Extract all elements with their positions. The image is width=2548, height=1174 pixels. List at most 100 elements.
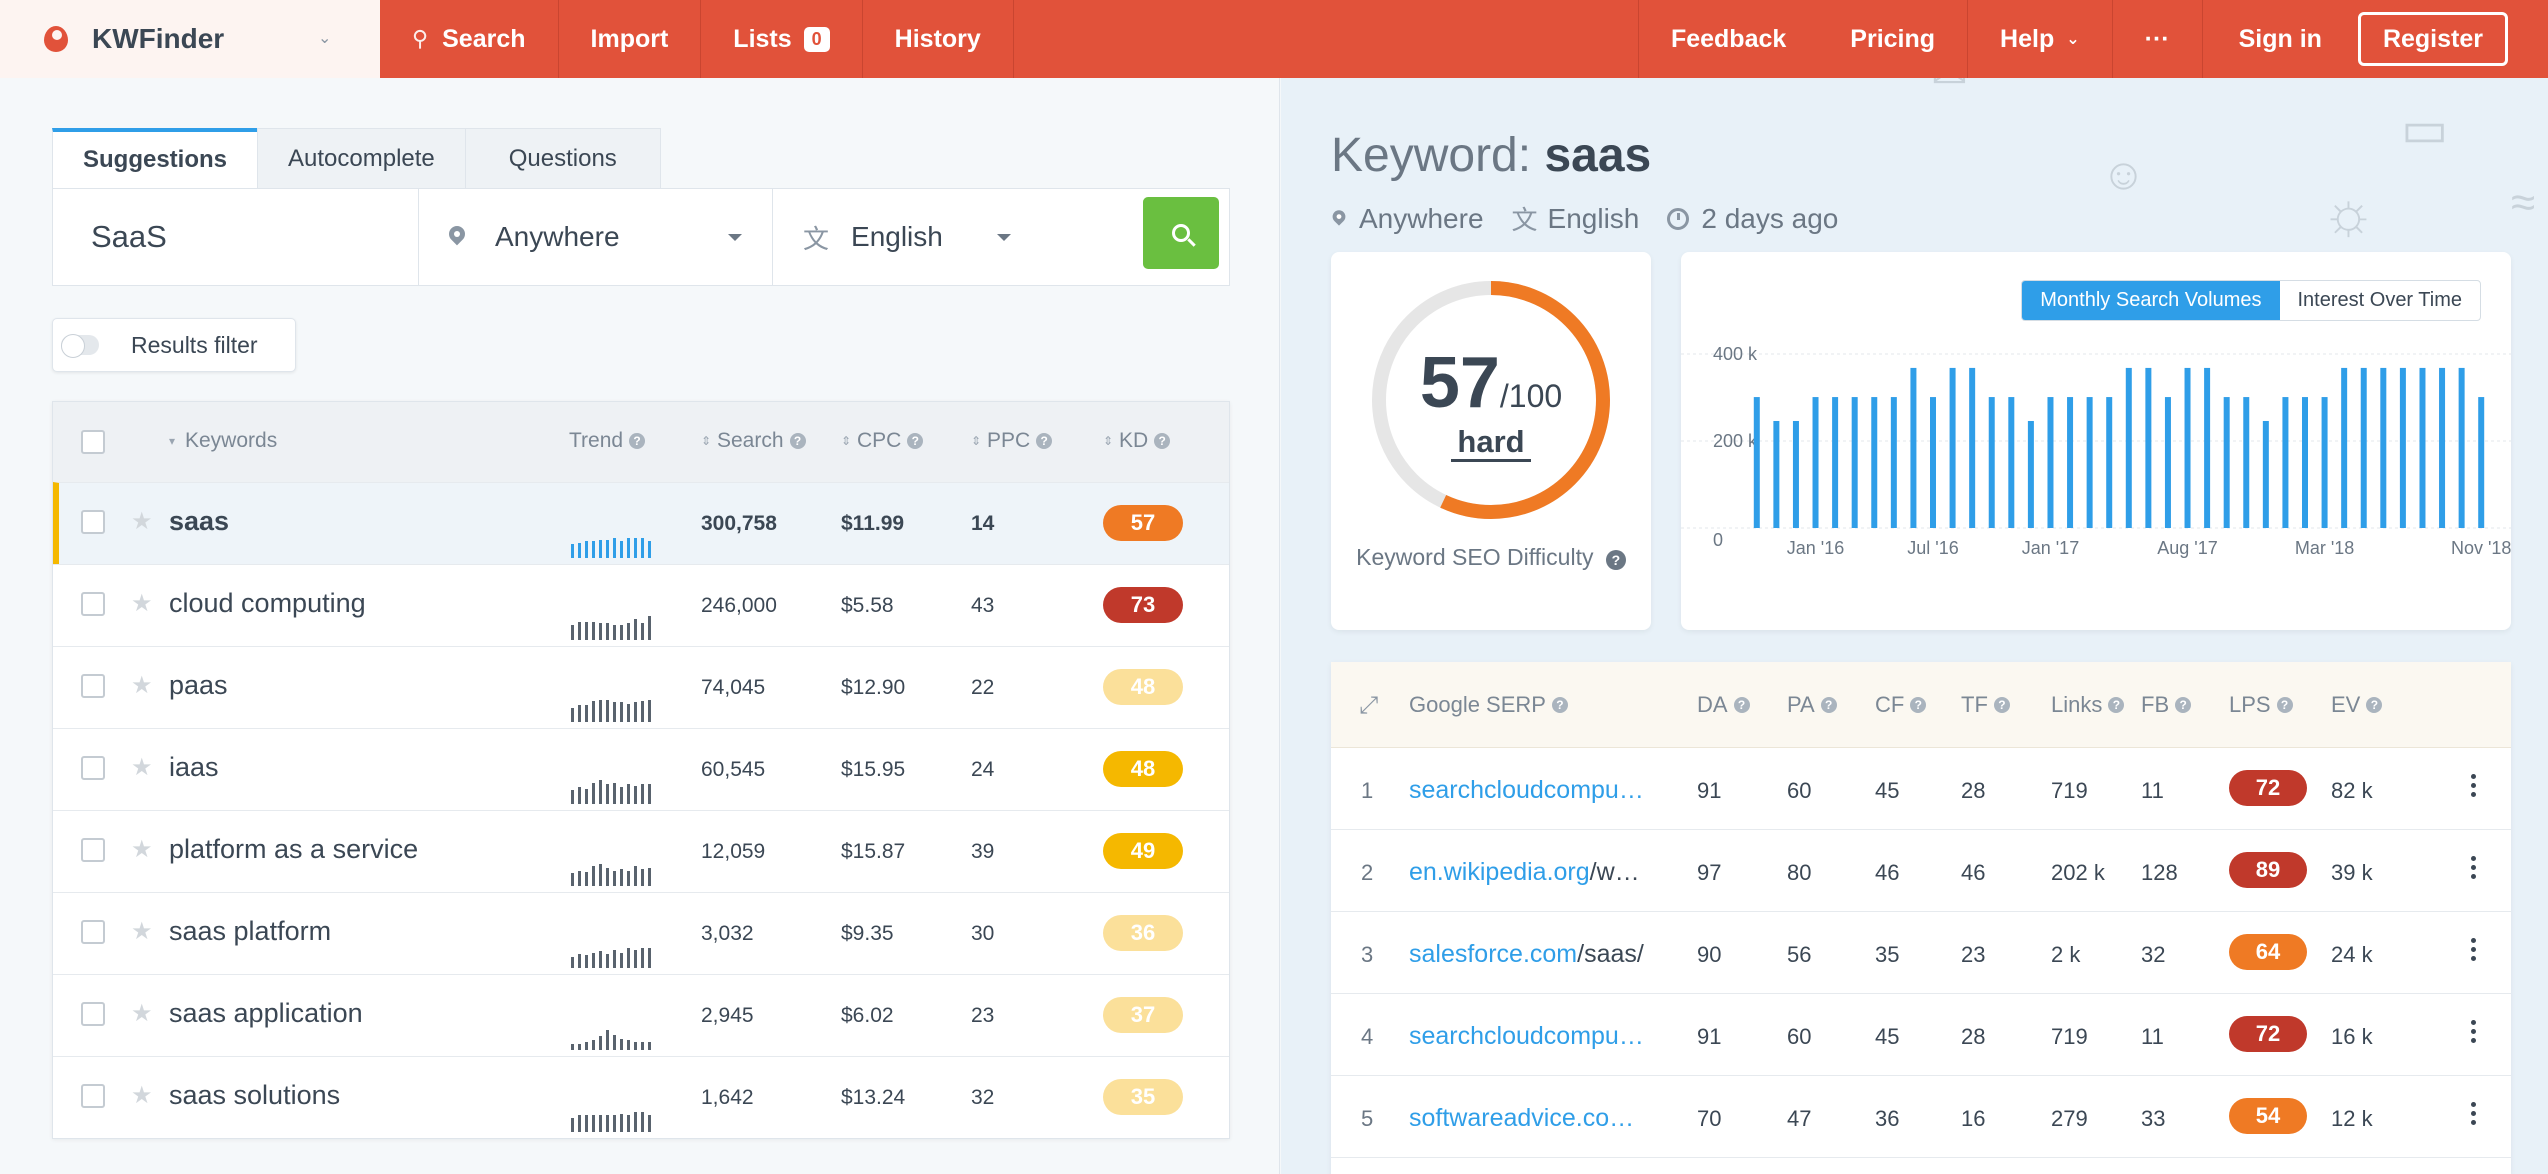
tab-questions[interactable]: Questions: [464, 128, 661, 188]
row-checkbox[interactable]: [81, 838, 105, 862]
table-row[interactable]: ★ paas 74,045 $12.90 22 48: [53, 646, 1229, 728]
col-fb[interactable]: FB?: [2141, 692, 2192, 718]
trend-bar: [578, 787, 581, 804]
serp-url-link[interactable]: en.wikipedia.org/w…: [1409, 858, 1665, 887]
help-icon[interactable]: ?: [1154, 433, 1171, 449]
expand-icon[interactable]: ⤢: [1359, 692, 1379, 719]
help-icon[interactable]: ?: [1910, 697, 1927, 713]
col-ppc[interactable]: ⇕ PPC?: [971, 429, 1053, 453]
help-icon[interactable]: ?: [1733, 697, 1750, 713]
row-checkbox[interactable]: [81, 756, 105, 780]
trend-bar: [613, 1034, 616, 1050]
table-row[interactable]: ★ platform as a service 12,059 $15.87 39 49: [53, 810, 1229, 892]
help-icon[interactable]: ?: [789, 433, 806, 449]
table-row[interactable]: ★ saas application 2,945 $6.02 23 37: [53, 974, 1229, 1056]
help-icon[interactable]: ?: [1993, 697, 2010, 713]
more-vertical-icon[interactable]: [2471, 938, 2477, 965]
star-icon[interactable]: ★: [131, 1082, 153, 1109]
serp-url-link[interactable]: searchcloudcompu…: [1409, 776, 1665, 805]
keyword-text[interactable]: cloud computing: [169, 588, 366, 618]
nav-history[interactable]: History: [863, 0, 1014, 78]
nav-help[interactable]: Help ⌄: [1968, 0, 2113, 78]
keyword-text[interactable]: platform as a service: [169, 834, 419, 864]
app-switcher[interactable]: KWFinder ⌄: [0, 0, 380, 78]
nav-more[interactable]: ···: [2113, 0, 2203, 78]
keyword-text[interactable]: saas solutions: [169, 1080, 341, 1110]
col-cf[interactable]: CF?: [1875, 692, 1927, 718]
col-da[interactable]: DA?: [1697, 692, 1750, 718]
nav-pricing[interactable]: Pricing: [1818, 0, 1969, 78]
results-filter-toggle[interactable]: Results filter: [52, 318, 296, 372]
help-icon[interactable]: ?: [2276, 697, 2293, 713]
more-vertical-icon[interactable]: [2471, 856, 2477, 883]
table-row[interactable]: ★ saas 300,758 $11.99 14 57: [53, 482, 1229, 564]
row-checkbox[interactable]: [81, 1084, 105, 1108]
decor-picture-icon: ▭: [2401, 101, 2449, 157]
row-checkbox[interactable]: [81, 920, 105, 944]
col-keywords[interactable]: ▾ Keywords: [169, 429, 277, 453]
select-all-checkbox[interactable]: [81, 430, 105, 454]
keyword-text[interactable]: saas application: [169, 998, 363, 1028]
col-kd[interactable]: ⇕ KD?: [1103, 429, 1171, 453]
help-icon[interactable]: ?: [907, 433, 924, 449]
serp-url-link[interactable]: searchcloudcompu…: [1409, 1022, 1665, 1051]
help-icon[interactable]: ?: [2366, 697, 2383, 713]
table-row[interactable]: ★ iaas 60,545 $15.95 24 48: [53, 728, 1229, 810]
search-submit-button[interactable]: [1143, 197, 1219, 269]
keyword-input[interactable]: SaaS: [53, 189, 419, 285]
row-checkbox[interactable]: [81, 674, 105, 698]
col-ev[interactable]: EV?: [2331, 692, 2383, 718]
nav-lists[interactable]: Lists 0: [701, 0, 863, 78]
col-lps[interactable]: LPS?: [2229, 692, 2293, 718]
row-checkbox[interactable]: [81, 510, 105, 534]
toggle-switch[interactable]: [61, 334, 99, 358]
nav-feedback[interactable]: Feedback: [1637, 0, 1818, 78]
row-checkbox[interactable]: [81, 1002, 105, 1026]
help-icon[interactable]: ?: [1551, 697, 1568, 713]
row-checkbox[interactable]: [81, 592, 105, 616]
language-select[interactable]: 文 English: [773, 189, 1131, 285]
star-icon[interactable]: ★: [131, 836, 153, 863]
col-links[interactable]: Links?: [2051, 692, 2125, 718]
star-icon[interactable]: ★: [131, 754, 153, 781]
star-icon[interactable]: ★: [131, 590, 153, 617]
col-trend[interactable]: Trend?: [569, 429, 646, 453]
table-row[interactable]: ★ saas solutions 1,642 $13.24 32 35: [53, 1056, 1229, 1138]
star-icon[interactable]: ★: [131, 918, 153, 945]
trend-bar: [627, 948, 630, 968]
col-search[interactable]: ⇕ Search?: [701, 429, 806, 453]
star-icon[interactable]: ★: [131, 672, 153, 699]
help-icon[interactable]: ?: [1820, 697, 1837, 713]
nav-import[interactable]: Import: [559, 0, 702, 78]
register-button[interactable]: Register: [2357, 12, 2508, 66]
location-select[interactable]: Anywhere: [419, 189, 773, 285]
table-row[interactable]: ★ cloud computing 246,000 $5.58 43 73: [53, 564, 1229, 646]
help-icon[interactable]: ?: [629, 433, 646, 449]
tab-autocomplete[interactable]: Autocomplete: [257, 128, 466, 188]
col-cpc[interactable]: ⇕ CPC?: [841, 429, 924, 453]
tab-suggestions[interactable]: Suggestions: [52, 128, 259, 188]
keyword-title: Keyword: saas: [1331, 128, 1651, 183]
star-icon[interactable]: ★: [131, 1000, 153, 1027]
help-icon[interactable]: ?: [1036, 433, 1053, 449]
serp-url-link[interactable]: salesforce.com/saas/: [1409, 940, 1665, 969]
serp-url-link[interactable]: softwareadvice.co…: [1409, 1104, 1665, 1133]
star-icon[interactable]: ★: [131, 508, 153, 535]
col-tf[interactable]: TF?: [1961, 692, 2010, 718]
help-icon[interactable]: ?: [2175, 697, 2192, 713]
keyword-text[interactable]: saas: [169, 506, 230, 536]
nav-signin[interactable]: Sign in: [2203, 0, 2358, 78]
tab-monthly-search-volumes[interactable]: Monthly Search Volumes: [2022, 281, 2280, 320]
keyword-text[interactable]: paas: [169, 670, 228, 700]
help-icon[interactable]: ?: [2108, 697, 2125, 713]
keyword-text[interactable]: saas platform: [169, 916, 332, 946]
help-icon[interactable]: ?: [1605, 550, 1626, 570]
more-vertical-icon[interactable]: [2471, 774, 2477, 801]
keyword-text[interactable]: iaas: [169, 752, 219, 782]
col-pa[interactable]: PA?: [1787, 692, 1837, 718]
nav-search[interactable]: ⚲ Search: [380, 0, 559, 78]
more-vertical-icon[interactable]: [2471, 1020, 2477, 1047]
table-row[interactable]: ★ saas platform 3,032 $9.35 30 36: [53, 892, 1229, 974]
tab-interest-over-time[interactable]: Interest Over Time: [2297, 289, 2463, 311]
more-vertical-icon[interactable]: [2471, 1102, 2477, 1129]
